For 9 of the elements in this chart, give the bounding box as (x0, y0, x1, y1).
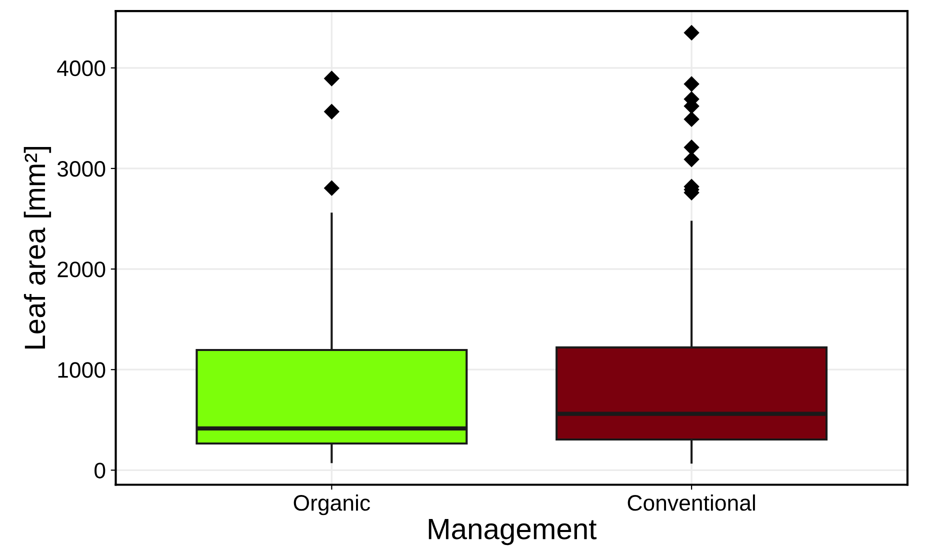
x-tick-label: Conventional (628, 494, 755, 511)
x-axis-title: Management (428, 519, 597, 546)
y-tick-label: 0 (94, 462, 106, 478)
y-axis-title: Leaf area [mm²] (24, 147, 52, 348)
y-tick-label: 2000 (58, 262, 106, 278)
x-tick-label: Organic (294, 494, 370, 516)
y-tick-label: 4000 (57, 60, 106, 76)
y-tick-label: 3000 (57, 161, 106, 177)
y-tick-label: 1000 (58, 362, 106, 378)
